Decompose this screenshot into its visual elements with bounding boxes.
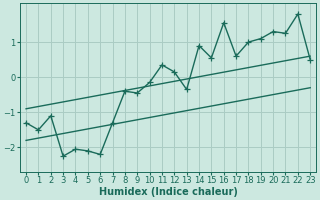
X-axis label: Humidex (Indice chaleur): Humidex (Indice chaleur) [99,187,237,197]
